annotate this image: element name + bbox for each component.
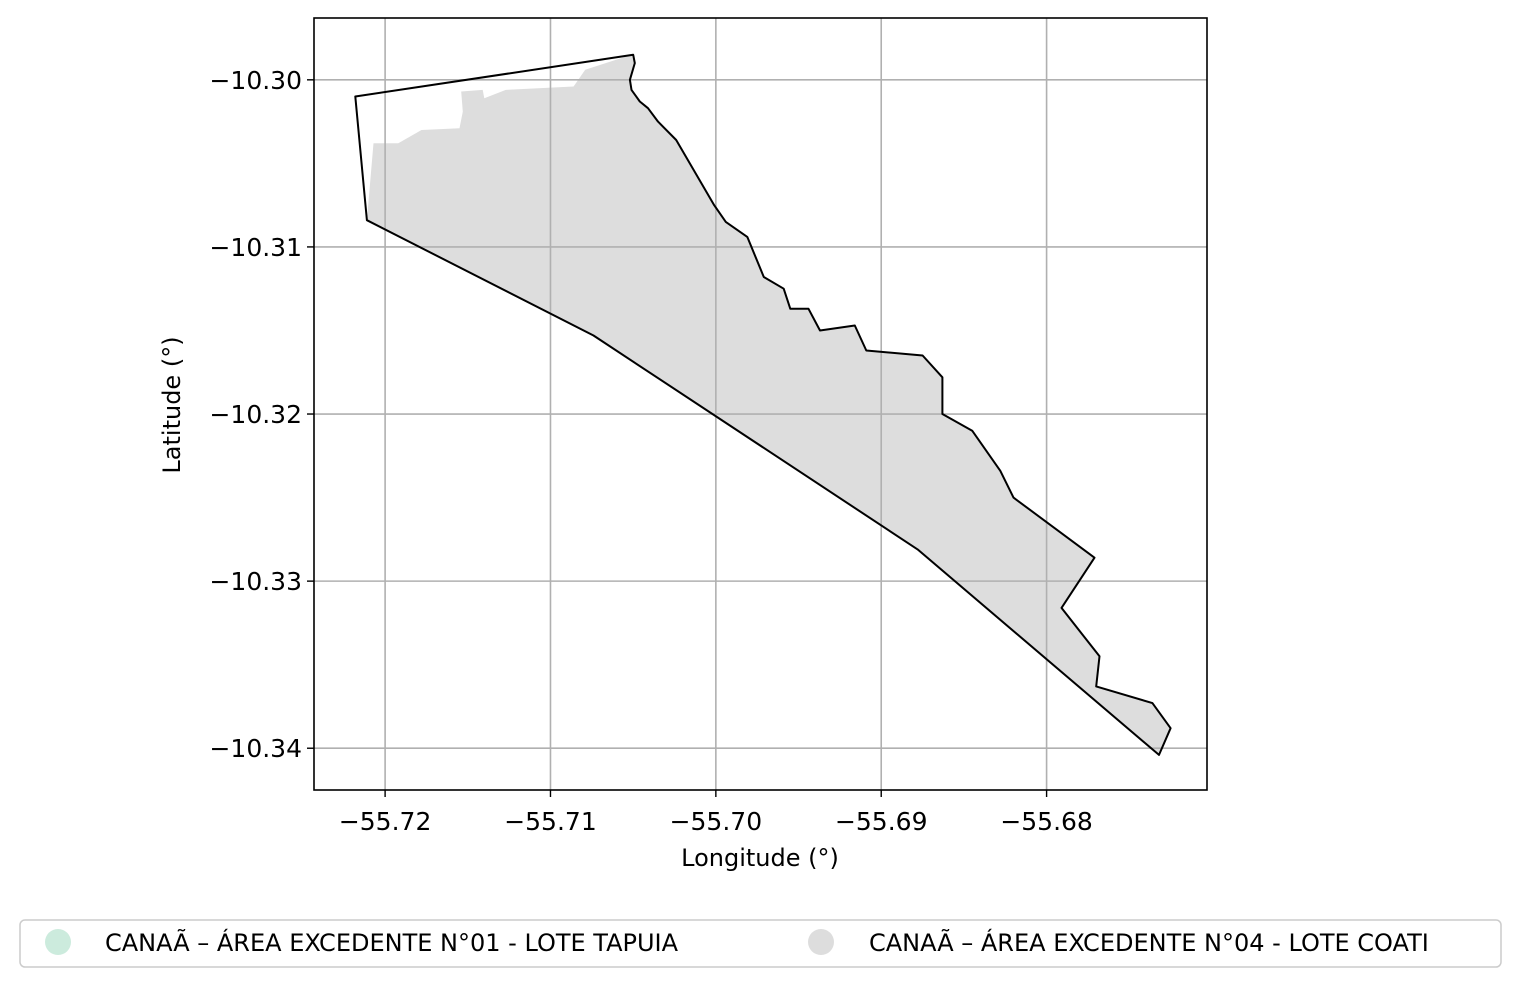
legend-marker-coati <box>808 929 834 955</box>
y-axis-title: Latitude (°) <box>158 336 186 473</box>
y-tick-label: −10.33 <box>209 567 302 596</box>
x-tick-label: −55.70 <box>670 807 763 836</box>
grid-layer <box>314 18 1207 790</box>
legend-marker-tapuia <box>45 929 71 955</box>
y-tick-label: −10.31 <box>209 233 302 262</box>
map-axes: −55.72 −55.71 −55.70 −55.69 −55.68 −10.30 −10.… <box>158 17 1208 872</box>
polygon-fill-1 <box>366 54 1171 755</box>
legend-label-tapuia: CANAÃ – ÁREA EXCEDENTE N°01 - LOTE TAPUI… <box>105 927 679 957</box>
y-tick-label: −10.34 <box>209 734 302 763</box>
polygon-outline-0 <box>354 53 1172 756</box>
polygon-layer <box>366 54 1171 755</box>
x-tick-label: −55.68 <box>1000 807 1093 836</box>
x-tick-label: −55.71 <box>504 807 597 836</box>
x-tick-label: −55.69 <box>835 807 928 836</box>
legend-frame <box>19 919 1502 968</box>
x-tick-label: −55.72 <box>339 807 432 836</box>
tick-layer: −55.72 −55.71 −55.70 −55.69 −55.68 −10.30 −10.… <box>209 66 1092 836</box>
legend-label-coati: CANAÃ – ÁREA EXCEDENTE N°04 - LOTE COATI <box>869 927 1429 957</box>
y-tick-label: −10.30 <box>209 66 302 95</box>
legend: CANAÃ – ÁREA EXCEDENTE N°01 - LOTE TAPUI… <box>19 919 1502 968</box>
x-axis-title: Longitude (°) <box>681 844 839 872</box>
y-tick-label: −10.32 <box>209 400 302 429</box>
outline-layer <box>354 53 1172 756</box>
plot-frame <box>313 17 1208 791</box>
